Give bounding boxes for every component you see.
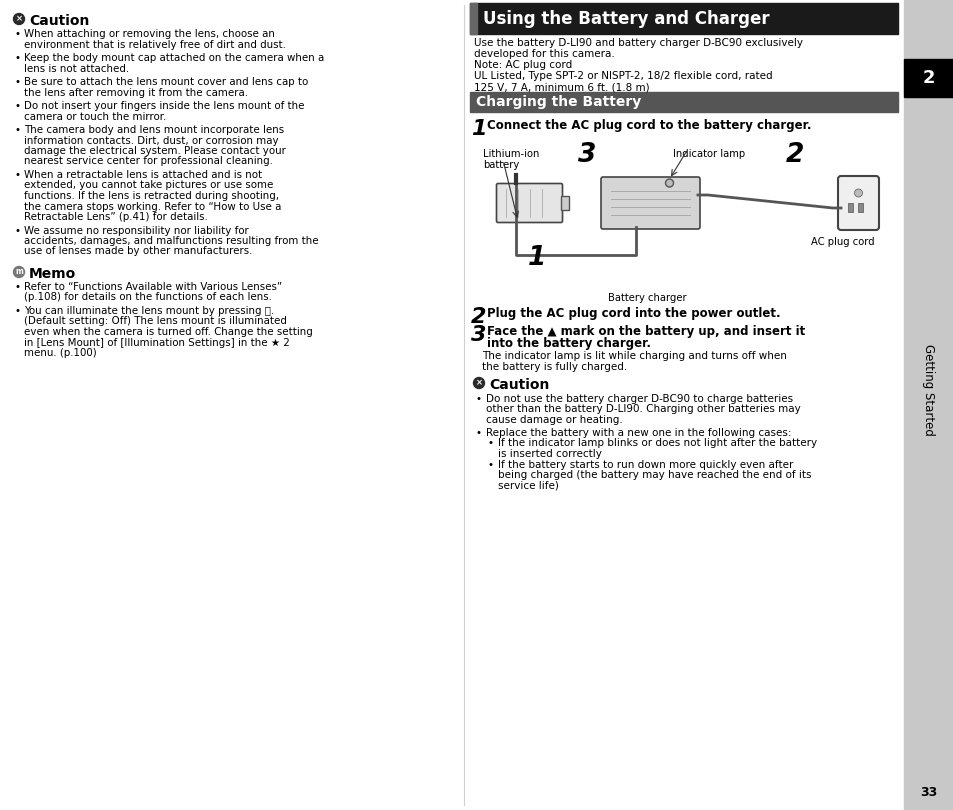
Text: (p.108) for details on the functions of each lens.: (p.108) for details on the functions of … xyxy=(24,292,272,302)
Text: Do not use the battery charger D-BC90 to charge batteries: Do not use the battery charger D-BC90 to… xyxy=(485,394,792,404)
Text: into the battery charger.: into the battery charger. xyxy=(486,337,650,350)
Text: 3: 3 xyxy=(471,325,486,345)
FancyBboxPatch shape xyxy=(600,177,700,229)
Text: is inserted correctly: is inserted correctly xyxy=(497,449,601,459)
Text: 2: 2 xyxy=(471,307,486,327)
Text: Do not insert your fingers inside the lens mount of the: Do not insert your fingers inside the le… xyxy=(24,101,304,111)
Text: (Default setting: Off) The lens mount is illuminated: (Default setting: Off) The lens mount is… xyxy=(24,317,287,326)
Text: functions. If the lens is retracted during shooting,: functions. If the lens is retracted duri… xyxy=(24,191,278,201)
Text: Refer to “Functions Available with Various Lenses”: Refer to “Functions Available with Vario… xyxy=(24,282,282,292)
Text: •: • xyxy=(476,428,481,437)
Text: •: • xyxy=(15,29,21,39)
Text: 2: 2 xyxy=(922,69,934,87)
Text: If the battery starts to run down more quickly even after: If the battery starts to run down more q… xyxy=(497,459,793,470)
Text: lens is not attached.: lens is not attached. xyxy=(24,63,129,74)
Bar xyxy=(470,3,897,34)
Text: m: m xyxy=(15,267,23,276)
Text: 1: 1 xyxy=(527,245,546,271)
Text: UL Listed, Type SPT-2 or NISPT-2, 18/2 flexible cord, rated: UL Listed, Type SPT-2 or NISPT-2, 18/2 f… xyxy=(474,71,772,81)
Text: Getting Started: Getting Started xyxy=(922,344,935,436)
Text: Face the ▲ mark on the battery up, and insert it: Face the ▲ mark on the battery up, and i… xyxy=(486,325,804,338)
Text: You can illuminate the lens mount by pressing ⎙.: You can illuminate the lens mount by pre… xyxy=(24,306,274,316)
Text: •: • xyxy=(476,394,481,404)
Text: battery: battery xyxy=(482,160,518,170)
Text: even when the camera is turned off. Change the setting: even when the camera is turned off. Chan… xyxy=(24,327,313,337)
FancyBboxPatch shape xyxy=(496,184,562,223)
Text: •: • xyxy=(15,125,21,135)
Text: the camera stops working. Refer to “How to Use a: the camera stops working. Refer to “How … xyxy=(24,202,281,211)
Text: ×: × xyxy=(15,15,23,23)
Bar xyxy=(847,203,852,212)
Text: Keep the body mount cap attached on the camera when a: Keep the body mount cap attached on the … xyxy=(24,53,324,63)
Text: Memo: Memo xyxy=(29,267,76,281)
Text: other than the battery D-LI90. Charging other batteries may: other than the battery D-LI90. Charging … xyxy=(485,404,800,415)
Text: use of lenses made by other manufacturers.: use of lenses made by other manufacturer… xyxy=(24,246,253,257)
Text: camera or touch the mirror.: camera or touch the mirror. xyxy=(24,112,166,122)
Text: •: • xyxy=(488,438,494,449)
Text: the lens after removing it from the camera.: the lens after removing it from the came… xyxy=(24,87,248,97)
Text: The indicator lamp is lit while charging and turns off when: The indicator lamp is lit while charging… xyxy=(481,351,786,361)
Text: •: • xyxy=(15,77,21,87)
Text: Plug the AC plug cord into the power outlet.: Plug the AC plug cord into the power out… xyxy=(486,307,780,320)
Text: •: • xyxy=(15,53,21,63)
Bar xyxy=(903,0,953,810)
Text: When attaching or removing the lens, choose an: When attaching or removing the lens, cho… xyxy=(24,29,274,39)
Text: •: • xyxy=(488,459,494,470)
Text: extended, you cannot take pictures or use some: extended, you cannot take pictures or us… xyxy=(24,181,274,190)
Bar xyxy=(470,92,897,112)
Text: •: • xyxy=(15,306,21,316)
Text: cause damage or heating.: cause damage or heating. xyxy=(485,415,622,425)
Bar xyxy=(560,196,568,210)
Text: being charged (the battery may have reached the end of its: being charged (the battery may have reac… xyxy=(497,470,811,480)
Text: Caution: Caution xyxy=(29,14,90,28)
Circle shape xyxy=(854,189,862,197)
Text: Note: AC plug cord: Note: AC plug cord xyxy=(474,60,572,70)
Text: 3: 3 xyxy=(578,142,596,168)
Circle shape xyxy=(13,266,25,278)
Text: •: • xyxy=(15,225,21,236)
Text: Retractable Lens” (p.41) for details.: Retractable Lens” (p.41) for details. xyxy=(24,212,208,222)
Circle shape xyxy=(665,179,673,187)
Text: developed for this camera.: developed for this camera. xyxy=(474,49,614,59)
Text: AC plug cord: AC plug cord xyxy=(810,237,874,247)
Circle shape xyxy=(13,14,25,24)
Text: the battery is fully charged.: the battery is fully charged. xyxy=(481,362,626,372)
Text: When a retractable lens is attached and is not: When a retractable lens is attached and … xyxy=(24,170,262,180)
Text: We assume no responsibility nor liability for: We assume no responsibility nor liabilit… xyxy=(24,225,249,236)
Text: environment that is relatively free of dirt and dust.: environment that is relatively free of d… xyxy=(24,40,286,49)
Text: Indicator lamp: Indicator lamp xyxy=(672,149,744,159)
Text: Replace the battery with a new one in the following cases:: Replace the battery with a new one in th… xyxy=(485,428,791,437)
Text: accidents, damages, and malfunctions resulting from the: accidents, damages, and malfunctions res… xyxy=(24,236,318,246)
Text: 33: 33 xyxy=(920,786,937,799)
Circle shape xyxy=(473,377,484,389)
Bar xyxy=(903,59,953,97)
Text: damage the electrical system. Please contact your: damage the electrical system. Please con… xyxy=(24,146,286,156)
Text: Lithium-ion: Lithium-ion xyxy=(482,149,538,159)
Text: •: • xyxy=(15,282,21,292)
Text: Using the Battery and Charger: Using the Battery and Charger xyxy=(482,10,769,28)
Text: Be sure to attach the lens mount cover and lens cap to: Be sure to attach the lens mount cover a… xyxy=(24,77,308,87)
Text: 1: 1 xyxy=(471,119,486,139)
Text: menu. (p.100): menu. (p.100) xyxy=(24,348,96,358)
Text: Connect the AC plug cord to the battery charger.: Connect the AC plug cord to the battery … xyxy=(486,119,811,132)
Text: information contacts. Dirt, dust, or corrosion may: information contacts. Dirt, dust, or cor… xyxy=(24,135,278,146)
Text: nearest service center for professional cleaning.: nearest service center for professional … xyxy=(24,156,273,167)
Bar xyxy=(857,203,862,212)
Text: ×: × xyxy=(475,378,482,387)
Text: If the indicator lamp blinks or does not light after the battery: If the indicator lamp blinks or does not… xyxy=(497,438,817,449)
Text: The camera body and lens mount incorporate lens: The camera body and lens mount incorpora… xyxy=(24,125,284,135)
Bar xyxy=(470,3,476,34)
FancyBboxPatch shape xyxy=(837,176,878,230)
Text: •: • xyxy=(15,170,21,180)
Text: Use the battery D-LI90 and battery charger D-BC90 exclusively: Use the battery D-LI90 and battery charg… xyxy=(474,38,802,48)
Text: •: • xyxy=(15,101,21,111)
Text: Battery charger: Battery charger xyxy=(607,293,686,303)
Text: service life): service life) xyxy=(497,480,558,491)
Text: in [Lens Mount] of [Illumination Settings] in the ★ 2: in [Lens Mount] of [Illumination Setting… xyxy=(24,338,290,347)
Text: 125 V, 7 A, minimum 6 ft. (1.8 m): 125 V, 7 A, minimum 6 ft. (1.8 m) xyxy=(474,82,649,92)
Text: Caution: Caution xyxy=(489,378,549,392)
Text: 2: 2 xyxy=(785,142,803,168)
Text: Charging the Battery: Charging the Battery xyxy=(476,95,640,109)
